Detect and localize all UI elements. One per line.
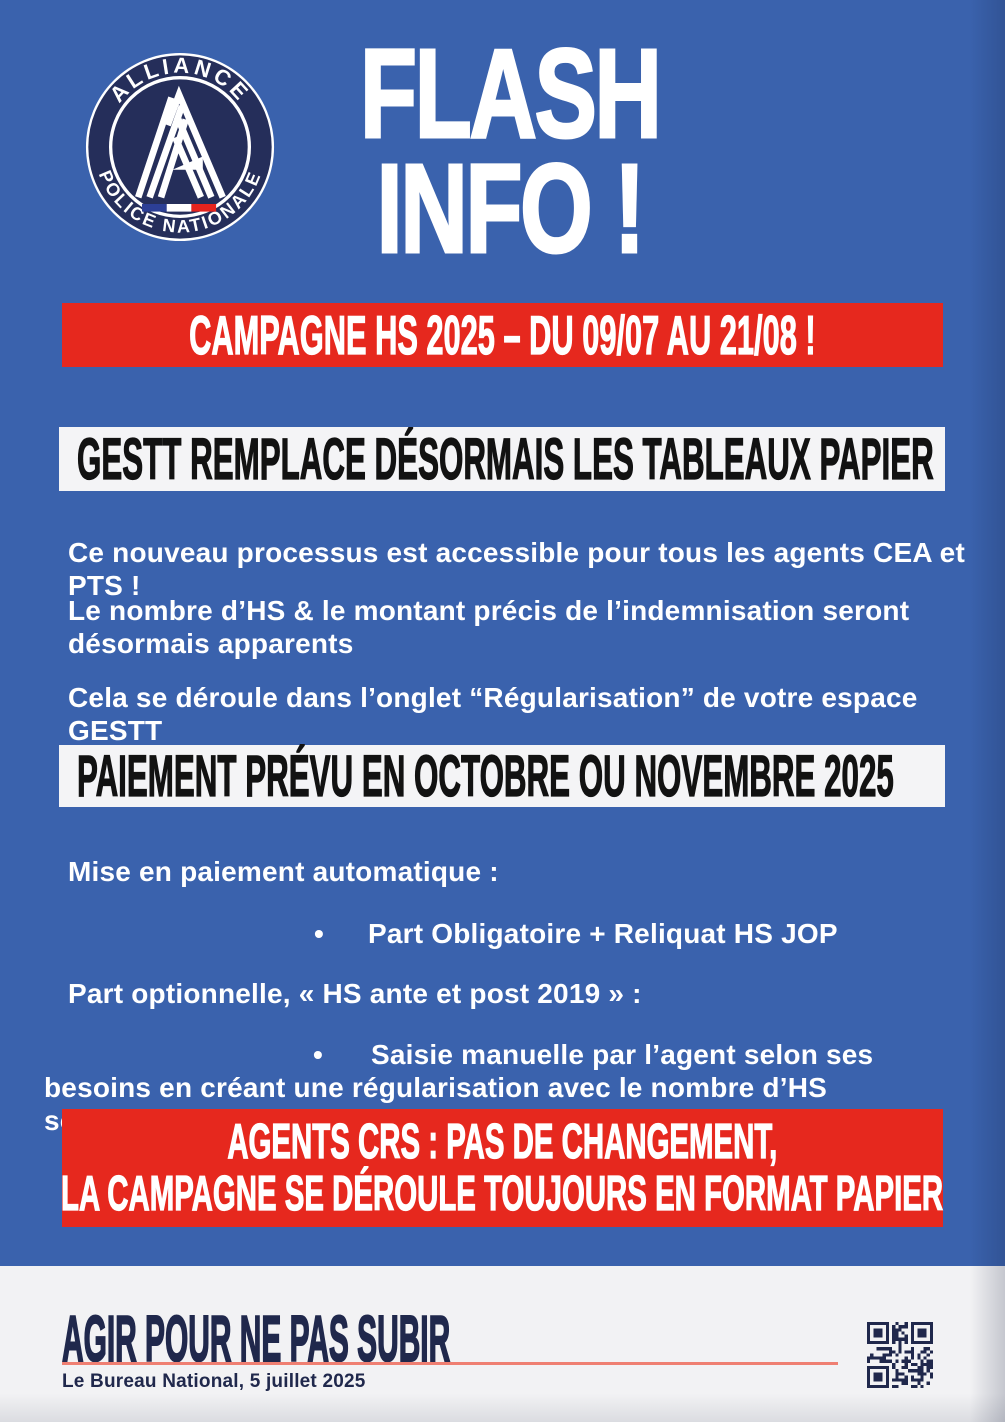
crs-banner-line-2: LA CAMPAGNE SE DÉROULE TOUJOURS EN FORMA… xyxy=(61,1167,944,1221)
paragraph-gestt-3: Cela se déroule dans l’onglet “Régularis… xyxy=(68,682,918,746)
logo-french-flag xyxy=(142,204,217,212)
footer: AGIR POUR NE PAS SUBIR Le Bureau Nationa… xyxy=(0,1266,1005,1422)
gestt-heading-banner: GESTT REMPLACE DÉSORMAIS LES TABLEAUX PA… xyxy=(59,426,945,492)
bullet-item-obligatoire: • Part Obligatoire + Reliquat HS JOP xyxy=(62,917,962,950)
alliance-badge-icon: ALLIANCE POLICE NATIONALE xyxy=(85,53,275,242)
paragraph-gestt-2: Le nombre d’HS & le montant précis de l’… xyxy=(68,595,910,659)
paiement-heading-banner: PAIEMENT PRÉVU EN OCTOBRE OU NOVEMBRE 20… xyxy=(59,743,945,809)
campaign-banner-text: CAMPAGNE HS 2025 – DU 09/07 AU 21/08 ! xyxy=(189,303,816,366)
bullet-item-obligatoire-text: Part Obligatoire + Reliquat HS JOP xyxy=(368,918,838,949)
paiement-heading-text: PAIEMENT PRÉVU EN OCTOBRE OU NOVEMBRE 20… xyxy=(77,743,895,809)
alliance-logo-badge: ALLIANCE POLICE NATIONALE xyxy=(85,52,275,242)
page-title: FLASH INFO ! xyxy=(359,23,663,279)
bullet-icon: • xyxy=(313,1039,324,1070)
bullet-icon: • xyxy=(314,918,325,949)
logo-a-mark xyxy=(135,85,226,199)
crs-banner: AGENTS CRS : PAS DE CHANGEMENT, LA CAMPA… xyxy=(61,1109,944,1227)
paragraph-gestt-1: Ce nouveau processus est accessible pour… xyxy=(68,537,965,601)
crs-banner-line-1: AGENTS CRS : PAS DE CHANGEMENT, xyxy=(227,1115,778,1169)
gestt-heading-text: GESTT REMPLACE DÉSORMAIS LES TABLEAUX PA… xyxy=(77,426,934,492)
paragraph-part-optionnelle: Part optionnelle, « HS ante et post 2019… xyxy=(68,978,642,1009)
footer-underline xyxy=(62,1362,838,1365)
title-line-1: FLASH xyxy=(359,23,663,164)
footer-slogan: AGIR POUR NE PAS SUBIR xyxy=(62,1302,451,1375)
footer-byline: Le Bureau National, 5 juillet 2025 xyxy=(62,1371,366,1392)
paragraph-mise-en-paiement: Mise en paiement automatique : xyxy=(68,856,499,887)
campaign-banner: CAMPAGNE HS 2025 – DU 09/07 AU 21/08 ! xyxy=(62,303,943,367)
title-line-2: INFO ! xyxy=(376,138,647,279)
qr-code xyxy=(867,1322,933,1388)
